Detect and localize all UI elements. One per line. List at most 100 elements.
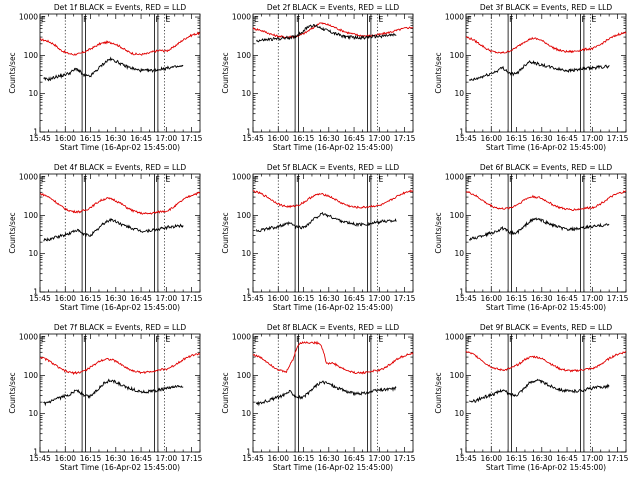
series-red-lld <box>465 190 627 212</box>
y-tick-label: 1 <box>246 288 251 297</box>
y-tick-label: 100 <box>24 51 39 60</box>
x-tick-label: 16:45 <box>556 134 578 143</box>
marker-label: F <box>83 175 87 184</box>
marker-label: E <box>467 15 472 24</box>
detector-panel-2: Det 2f BLACK = Events, RED = LLD 1 10 100 10… <box>213 0 426 160</box>
x-tick-label: 16:15 <box>80 454 102 463</box>
panel-title: Det 1f BLACK = Events, RED = LLD <box>54 3 187 12</box>
y-tick-label: 10 <box>241 89 251 98</box>
marker-label: F <box>582 15 586 24</box>
x-tick-label: 16:15 <box>80 294 102 303</box>
x-tick-label: 16:00 <box>267 454 289 463</box>
marker-label: F <box>369 15 373 24</box>
series-red-lld <box>252 189 414 209</box>
x-tick-label: 17:00 <box>582 294 604 303</box>
plot-frame <box>39 333 201 453</box>
series-red-lld <box>252 340 414 375</box>
marker-label: F <box>369 335 373 344</box>
plot-frame <box>39 13 201 133</box>
x-tick-label: 16:30 <box>318 134 340 143</box>
y-tick-label: 10 <box>28 409 38 418</box>
x-tick-label: 16:00 <box>267 294 289 303</box>
series-black-events <box>469 217 610 242</box>
x-tick-label: 16:45 <box>343 294 365 303</box>
panel-title: Det 9f BLACK = Events, RED = LLD <box>480 323 613 332</box>
panel-svg-8: Det 8f BLACK = Events, RED = LLD 1 10 100 10… <box>221 323 416 472</box>
x-tick-label: 16:15 <box>293 454 315 463</box>
y-tick-label: 10 <box>454 409 464 418</box>
y-tick-label: 100 <box>24 371 39 380</box>
x-tick-label: 16:00 <box>480 454 502 463</box>
y-axis-label: Counts/sec <box>8 52 17 93</box>
x-tick-label: 16:45 <box>556 454 578 463</box>
y-axis-label: Counts/sec <box>221 372 230 413</box>
x-tick-label: 17:00 <box>156 294 178 303</box>
x-tick-label: 16:45 <box>130 134 152 143</box>
y-tick-label: 100 <box>237 371 252 380</box>
series-red-lld <box>465 350 627 373</box>
x-tick-label: 15:45 <box>455 134 477 143</box>
x-axis-label: Start Time (16-Apr-02 15:45:00) <box>486 303 606 312</box>
y-tick-label: 100 <box>450 371 465 380</box>
panel-title: Det 6f BLACK = Events, RED = LLD <box>480 163 613 172</box>
series-black-events <box>255 380 397 407</box>
x-tick-label: 17:15 <box>607 134 629 143</box>
marker-label: F <box>369 175 373 184</box>
marker-label: E <box>254 175 259 184</box>
y-tick-label: 1000 <box>445 173 464 182</box>
plot-frame <box>252 13 414 133</box>
x-axis-label: Start Time (16-Apr-02 15:45:00) <box>273 303 393 312</box>
x-tick-label: 17:15 <box>607 454 629 463</box>
y-tick-label: 10 <box>28 249 38 258</box>
panel-svg-7: Det 7f BLACK = Events, RED = LLD 1 10 100 10… <box>8 323 203 472</box>
detector-panel-1: Det 1f BLACK = Events, RED = LLD 1 10 100 10… <box>0 0 213 160</box>
marker-label: F <box>509 335 513 344</box>
x-tick-label: 16:15 <box>506 454 528 463</box>
y-tick-label: 1 <box>33 128 38 137</box>
marker-label: F <box>83 15 87 24</box>
x-axis-label: Start Time (16-Apr-02 15:45:00) <box>60 303 180 312</box>
panel-svg-5: Det 5f BLACK = Events, RED = LLD 1 10 100 10… <box>221 163 416 312</box>
x-tick-label: 16:45 <box>130 454 152 463</box>
x-tick-label: 16:30 <box>105 294 127 303</box>
marker-label: E <box>41 335 46 344</box>
y-tick-label: 1000 <box>445 13 464 22</box>
x-tick-label: 15:45 <box>455 294 477 303</box>
x-tick-label: 16:15 <box>80 134 102 143</box>
y-tick-label: 100 <box>237 51 252 60</box>
x-tick-label: 16:00 <box>480 294 502 303</box>
marker-label: E <box>379 15 384 24</box>
detector-panel-4: Det 4f BLACK = Events, RED = LLD 1 10 100 10… <box>0 160 213 320</box>
panel-svg-6: Det 6f BLACK = Events, RED = LLD 1 10 100 10… <box>434 163 629 312</box>
x-tick-label: 17:00 <box>369 454 391 463</box>
x-tick-label: 15:45 <box>242 294 264 303</box>
x-tick-label: 15:45 <box>29 454 51 463</box>
marker-label: E <box>254 335 259 344</box>
x-tick-label: 16:15 <box>506 134 528 143</box>
y-tick-label: 10 <box>454 249 464 258</box>
y-tick-label: 1000 <box>19 333 38 342</box>
marker-label: F <box>582 175 586 184</box>
panel-svg-1: Det 1f BLACK = Events, RED = LLD 1 10 100 10… <box>8 3 203 152</box>
y-tick-label: 100 <box>24 211 39 220</box>
y-tick-label: 1000 <box>232 173 251 182</box>
x-tick-label: 16:30 <box>531 294 553 303</box>
series-red-lld <box>40 352 201 376</box>
marker-label: F <box>582 335 586 344</box>
x-tick-label: 17:00 <box>156 454 178 463</box>
x-tick-label: 16:00 <box>54 134 76 143</box>
plot-frame <box>252 173 414 293</box>
marker-label: E <box>467 335 472 344</box>
x-axis-label: Start Time (16-Apr-02 15:45:00) <box>273 463 393 472</box>
x-tick-label: 16:15 <box>506 294 528 303</box>
marker-label: E <box>41 175 46 184</box>
x-axis-label: Start Time (16-Apr-02 15:45:00) <box>60 143 180 152</box>
series-red-lld <box>39 191 201 215</box>
x-tick-label: 15:45 <box>242 134 264 143</box>
marker-label: E <box>166 335 171 344</box>
marker-label: E <box>592 15 597 24</box>
marker-label: F <box>156 15 160 24</box>
plot-frame <box>39 173 201 293</box>
marker-label: E <box>379 335 384 344</box>
series-black-events <box>43 217 184 242</box>
